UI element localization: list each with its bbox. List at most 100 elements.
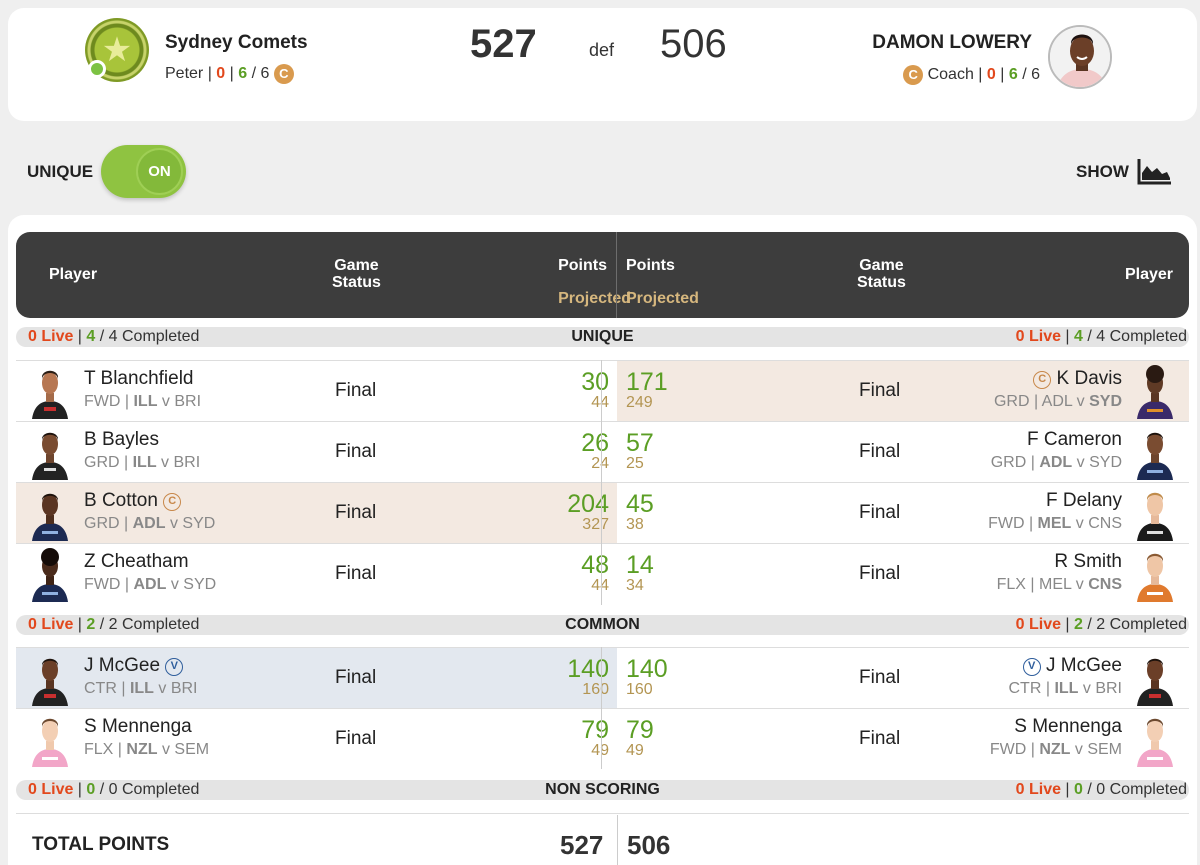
game-status: Final [335, 380, 377, 401]
player-name[interactable]: V J McGee [1022, 655, 1122, 677]
player-photo [32, 370, 68, 419]
position: CTR [84, 680, 117, 697]
position: FWD [988, 515, 1025, 532]
left-done-count: 6 [238, 65, 248, 83]
col-points-left[interactable]: Points Projected [558, 257, 631, 307]
player-photo [1137, 432, 1173, 480]
right-team-name[interactable]: DAMON LOWERY [872, 32, 1032, 53]
col-points-left-line: Points [558, 257, 607, 274]
player-name[interactable]: B Cotton C [84, 490, 182, 512]
col-status-right-line: Status [857, 274, 906, 291]
points: 45 [626, 490, 654, 518]
player-name[interactable]: S Mennenga [1014, 716, 1122, 737]
player-name[interactable]: Z Cheatham [84, 551, 189, 572]
live-count: 0 Live [28, 616, 74, 633]
left-team-panel[interactable]: ★ Sydney Comets Peter | 0 | 6 / 6 C [85, 18, 385, 88]
show-chart-label[interactable]: SHOW [1076, 162, 1129, 181]
player-name-text: B Cotton [84, 490, 158, 511]
game-status: Final [335, 502, 377, 523]
table-header: Player Game Status Points Projected Poin… [16, 232, 1189, 318]
section-unique: 0 Live | 4 / 4 Completed UNIQUE 0 Live |… [16, 327, 1189, 347]
opponent-code: SEM [174, 741, 210, 758]
position: FLX [996, 576, 1026, 593]
done-count: 0 [86, 781, 96, 798]
table-row[interactable]: B Bayles GRD | ILL v BRI Final 26 24 57 … [16, 421, 1189, 482]
done-count: 4 [1074, 328, 1083, 345]
col-player-left[interactable]: Player [49, 266, 98, 283]
player-name[interactable]: T Blanchfield [84, 368, 194, 389]
live-count: 0 Live [28, 328, 74, 345]
captain-icon: C [1033, 371, 1052, 389]
position: GRD [990, 454, 1027, 471]
position: FWD [84, 576, 121, 593]
table-row[interactable]: J McGee V CTR | ILL v BRI Final 140 160 … [16, 647, 1189, 708]
player-meta: FWD | NZL v SEM [989, 741, 1122, 758]
player-meta: FWD | ILL v BRI [84, 393, 202, 410]
player-name[interactable]: B Bayles [84, 429, 159, 450]
col-points-right[interactable]: Points Projected [626, 257, 699, 307]
position: GRD [84, 515, 120, 532]
section-common: 0 Live | 2 / 2 Completed COMMON 0 Live |… [16, 615, 1189, 635]
section-right-summary: 0 Live | 2 / 2 Completed [1015, 616, 1187, 633]
points: 79 [581, 716, 609, 744]
left-team-name[interactable]: Sydney Comets [165, 32, 308, 53]
completed-count: / 0 Completed [99, 781, 200, 798]
player-meta: CTR | ILL v BRI [1008, 680, 1123, 697]
projected-points: 44 [591, 394, 609, 412]
player-name-text: J McGee [1045, 655, 1122, 676]
col-game-status-right[interactable]: Game Status [857, 257, 906, 291]
team-code: ILL [129, 680, 154, 697]
left-score: 527 [470, 22, 537, 66]
points: 30 [581, 368, 609, 396]
table-row[interactable]: T Blanchfield FWD | ILL v BRI Final 30 4… [16, 360, 1189, 421]
table-row[interactable]: Z Cheatham FWD | ADL v SYD Final 48 44 1… [16, 543, 1189, 604]
projected-points: 49 [591, 742, 609, 760]
position: CTR [1008, 680, 1042, 697]
table-row[interactable]: S Mennenga FLX | NZL v SEM Final 79 49 7… [16, 708, 1189, 769]
left-owner-name: Peter [165, 65, 204, 83]
game-status: Final [335, 563, 377, 584]
projected-points: 49 [626, 742, 644, 759]
unique-toggle[interactable]: ON [101, 145, 186, 198]
projected-points: 44 [591, 577, 609, 595]
col-game-status-left[interactable]: Game Status [332, 257, 381, 291]
completed-count: / 2 Completed [99, 616, 200, 633]
player-meta: GRD | ADL v SYD [84, 515, 216, 532]
position: GRD [993, 393, 1030, 410]
position: FLX [84, 741, 114, 758]
player-name[interactable]: R Smith [1054, 551, 1122, 572]
col-projected-right-line: Projected [626, 290, 699, 307]
header-divider [616, 232, 617, 318]
left-live-count: 0 [216, 65, 226, 83]
col-player-right[interactable]: Player [1124, 266, 1173, 283]
points: 204 [567, 490, 609, 518]
left-total-count: 6 [260, 65, 270, 83]
table-row[interactable]: B Cotton C GRD | ADL v SYD Final 204 327… [16, 482, 1189, 543]
coach-avatar[interactable] [1048, 25, 1112, 89]
team-code: ILL [1054, 680, 1079, 697]
player-name[interactable]: S Mennenga [84, 716, 192, 737]
vice-captain-icon: V [1022, 658, 1041, 676]
team-code: NZL [126, 741, 158, 758]
section-right-summary: 0 Live | 0 / 0 Completed [1015, 781, 1187, 798]
result-text: def [589, 40, 615, 60]
live-count: 0 Live [1015, 328, 1061, 345]
toggle-knob: ON [136, 148, 183, 195]
team-code: ADL [1041, 393, 1073, 410]
player-name[interactable]: C K Davis [1033, 368, 1122, 390]
area-chart-icon[interactable] [1137, 157, 1173, 185]
game-status: Final [859, 441, 901, 462]
left-player-cell: Z Cheatham FWD | ADL v SYD Final 48 44 [16, 544, 617, 604]
player-name[interactable]: J McGee V [84, 655, 184, 677]
left-player-cell: T Blanchfield FWD | ILL v BRI Final 30 4… [16, 361, 617, 421]
section-left-summary: 0 Live | 2 / 2 Completed [28, 616, 200, 633]
opponent-code: BRI [1095, 680, 1122, 697]
right-done-count: 6 [1008, 66, 1018, 84]
player-name-text: K Davis [1056, 368, 1122, 389]
player-name[interactable]: F Cameron [1026, 429, 1122, 450]
team-code: ADL [132, 515, 166, 532]
player-name[interactable]: F Delany [1045, 490, 1122, 511]
points: 48 [581, 551, 609, 579]
column-divider [601, 647, 602, 769]
player-photo [1137, 492, 1173, 541]
